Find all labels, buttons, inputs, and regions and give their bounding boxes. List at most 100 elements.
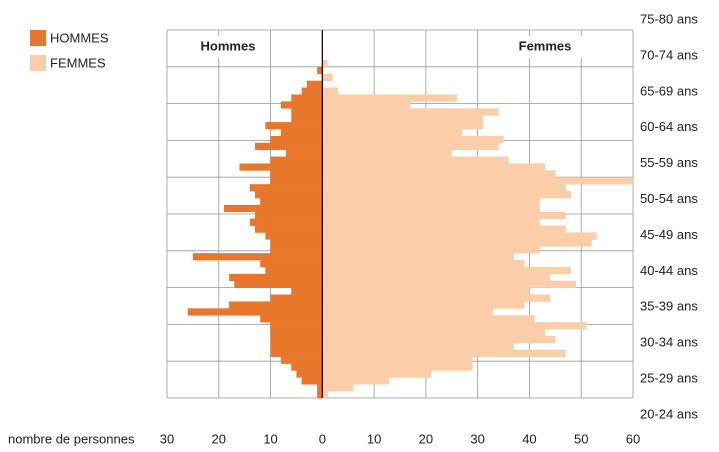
bar bbox=[280, 128, 323, 137]
bar bbox=[322, 342, 514, 351]
bar bbox=[270, 246, 323, 254]
bar bbox=[291, 287, 323, 295]
side-label: Femmes bbox=[519, 38, 572, 53]
bar bbox=[249, 218, 323, 226]
bar bbox=[265, 122, 323, 130]
bar bbox=[322, 253, 514, 261]
bar bbox=[322, 260, 525, 268]
legend-label: FEMMES bbox=[50, 55, 106, 70]
bar bbox=[322, 128, 463, 137]
bar bbox=[317, 66, 323, 75]
bar bbox=[322, 370, 432, 378]
bar bbox=[322, 239, 592, 247]
bar bbox=[322, 184, 566, 192]
bar bbox=[270, 349, 323, 357]
bar bbox=[270, 177, 323, 185]
bar bbox=[322, 322, 587, 330]
x-tick-label: 20 bbox=[419, 431, 433, 446]
bar bbox=[239, 163, 323, 171]
bar bbox=[270, 335, 323, 344]
bar bbox=[255, 225, 323, 233]
bar bbox=[322, 232, 597, 240]
bar bbox=[260, 260, 323, 268]
legend-swatch bbox=[30, 30, 46, 46]
bar bbox=[322, 356, 473, 364]
bar bbox=[255, 211, 323, 219]
bar bbox=[322, 363, 473, 371]
age-group-label: 35-39 ans bbox=[640, 299, 698, 314]
bar bbox=[265, 266, 323, 275]
bar bbox=[322, 156, 509, 164]
x-tick-label: 30 bbox=[160, 431, 174, 446]
bar bbox=[322, 308, 494, 316]
bar bbox=[291, 94, 323, 102]
bar bbox=[322, 273, 551, 282]
age-group-label: 75-80 ans bbox=[640, 12, 698, 27]
bar bbox=[280, 101, 323, 109]
age-group-label: 20-24 ans bbox=[640, 406, 698, 421]
bar bbox=[255, 142, 323, 150]
bar bbox=[301, 87, 323, 95]
bar bbox=[270, 342, 323, 351]
bar bbox=[322, 177, 633, 185]
age-group-label: 60-64 ans bbox=[640, 119, 698, 134]
bar bbox=[317, 391, 323, 399]
bar bbox=[317, 384, 323, 392]
bar bbox=[322, 384, 354, 392]
bar bbox=[291, 115, 323, 123]
bar bbox=[322, 391, 328, 399]
bar bbox=[322, 73, 333, 81]
age-group-label: 65-69 ans bbox=[640, 83, 698, 98]
bar bbox=[322, 335, 556, 344]
bar bbox=[234, 280, 323, 288]
bar bbox=[270, 294, 323, 302]
bar bbox=[260, 197, 323, 206]
bar bbox=[270, 170, 323, 178]
bar bbox=[322, 377, 390, 385]
x-tick-label: 50 bbox=[574, 431, 588, 446]
bar bbox=[270, 156, 323, 164]
bar bbox=[270, 322, 323, 330]
bar bbox=[291, 363, 323, 371]
bar bbox=[322, 135, 504, 144]
age-group-label: 70-74 ans bbox=[640, 47, 698, 62]
x-tick-label: 60 bbox=[626, 431, 640, 446]
bar bbox=[306, 80, 323, 88]
bar bbox=[322, 142, 499, 150]
bar bbox=[322, 287, 530, 295]
legend-swatch bbox=[30, 55, 46, 71]
bar bbox=[270, 329, 323, 337]
bar bbox=[270, 239, 323, 247]
bar bbox=[322, 280, 577, 288]
bar bbox=[322, 170, 556, 178]
bar bbox=[192, 253, 323, 261]
bar bbox=[265, 232, 323, 240]
bar bbox=[322, 349, 566, 357]
age-group-label: 50-54 ans bbox=[640, 191, 698, 206]
bar bbox=[322, 94, 457, 102]
bar bbox=[322, 204, 540, 213]
bar bbox=[322, 60, 328, 68]
bar bbox=[322, 122, 483, 130]
bar bbox=[296, 370, 323, 378]
bar bbox=[249, 184, 323, 192]
label-box bbox=[190, 36, 270, 58]
bar bbox=[322, 266, 571, 275]
age-group-label: 45-49 ans bbox=[640, 227, 698, 242]
bar bbox=[322, 246, 540, 254]
bar bbox=[280, 356, 323, 364]
x-tick-label: 20 bbox=[212, 431, 226, 446]
bar bbox=[322, 294, 551, 302]
bar bbox=[322, 149, 452, 157]
bar bbox=[223, 204, 323, 213]
x-tick-label: 10 bbox=[263, 431, 277, 446]
age-group-label: 25-29 ans bbox=[640, 371, 698, 386]
age-group-label: 30-34 ans bbox=[640, 335, 698, 350]
label-box bbox=[502, 36, 588, 58]
x-tick-label: 30 bbox=[470, 431, 484, 446]
bar bbox=[291, 108, 323, 116]
bar bbox=[322, 87, 338, 95]
bar bbox=[270, 135, 323, 144]
bar bbox=[322, 115, 483, 123]
